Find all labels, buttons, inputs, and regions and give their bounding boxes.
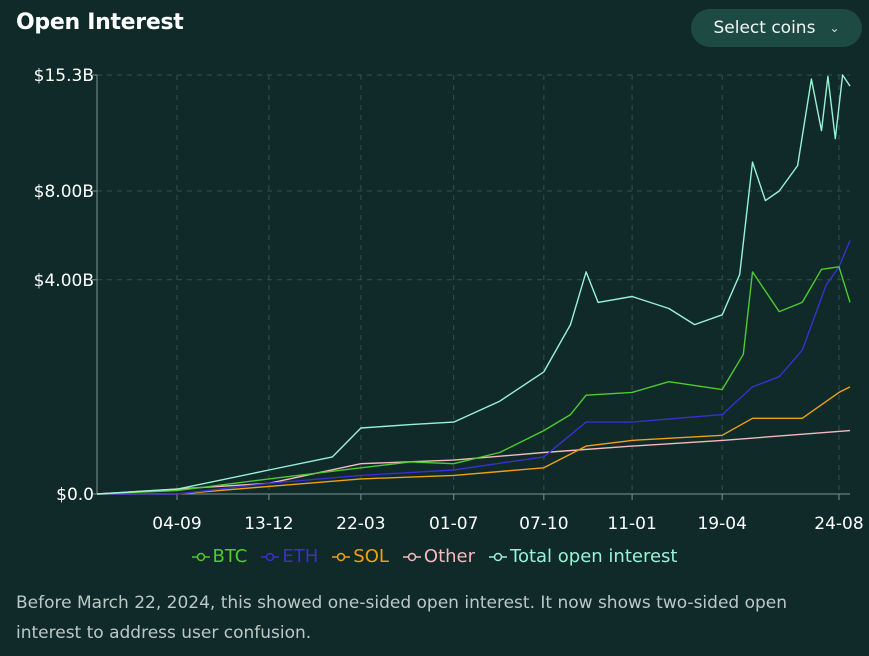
legend-item-btc[interactable]: BTC [191, 546, 248, 567]
open-interest-chart: 04-09 13-12 22-03 01-07 07-10 11-01 19-04 24-08… [34, 66, 864, 534]
series-line-total-open-interest [96, 74, 851, 495]
chart-legend: BTC ETH SOL Other Total open interest [0, 546, 869, 567]
series-line-sol [97, 386, 851, 495]
legend-item-other[interactable]: Other [402, 546, 476, 567]
x-tick-label: 07-10 [519, 514, 568, 534]
series-line-btc [96, 266, 851, 495]
legend-item-total-open-interest[interactable]: Total open interest [489, 546, 677, 567]
legend-label: SOL [353, 546, 389, 567]
legend-line-circle-icon [402, 552, 421, 561]
legend-label: BTC [212, 546, 248, 567]
select-coins-label: Select coins [713, 18, 816, 38]
y-tick-label: $15.3B [34, 66, 94, 86]
y-tick-label: $0.0 [56, 485, 94, 505]
legend-item-sol[interactable]: SOL [332, 546, 389, 567]
x-tick-label: 11-01 [607, 514, 656, 534]
page-title: Open Interest [16, 10, 184, 35]
x-tick-label: 22-03 [336, 514, 385, 534]
x-tick-label: 19-04 [697, 514, 746, 534]
footnote: Before March 22, 2024, this showed one-s… [16, 593, 788, 643]
legend-label: Other [423, 546, 476, 567]
x-tick-label: 04-09 [152, 514, 201, 534]
y-tick-label: $8.00B [34, 182, 94, 202]
x-tick-label: 13-12 [244, 514, 293, 534]
legend-label: Total open interest [510, 546, 678, 567]
chevron-down-icon: ⌄ [829, 21, 840, 35]
legend-item-eth[interactable]: ETH [261, 546, 318, 567]
y-tick-label: $4.00B [34, 271, 94, 291]
legend-line-circle-icon [191, 552, 210, 561]
select-coins-button[interactable]: Select coins ⌄ [691, 9, 862, 47]
legend-label: ETH [282, 546, 319, 567]
series-line-other [96, 429, 851, 495]
legend-line-circle-icon [261, 552, 280, 561]
legend-line-circle-icon [489, 552, 508, 561]
series-line-eth [97, 240, 851, 495]
legend-line-circle-icon [332, 552, 351, 561]
x-tick-label: 24-08 [814, 514, 863, 534]
x-tick-label: 01-07 [429, 514, 478, 534]
